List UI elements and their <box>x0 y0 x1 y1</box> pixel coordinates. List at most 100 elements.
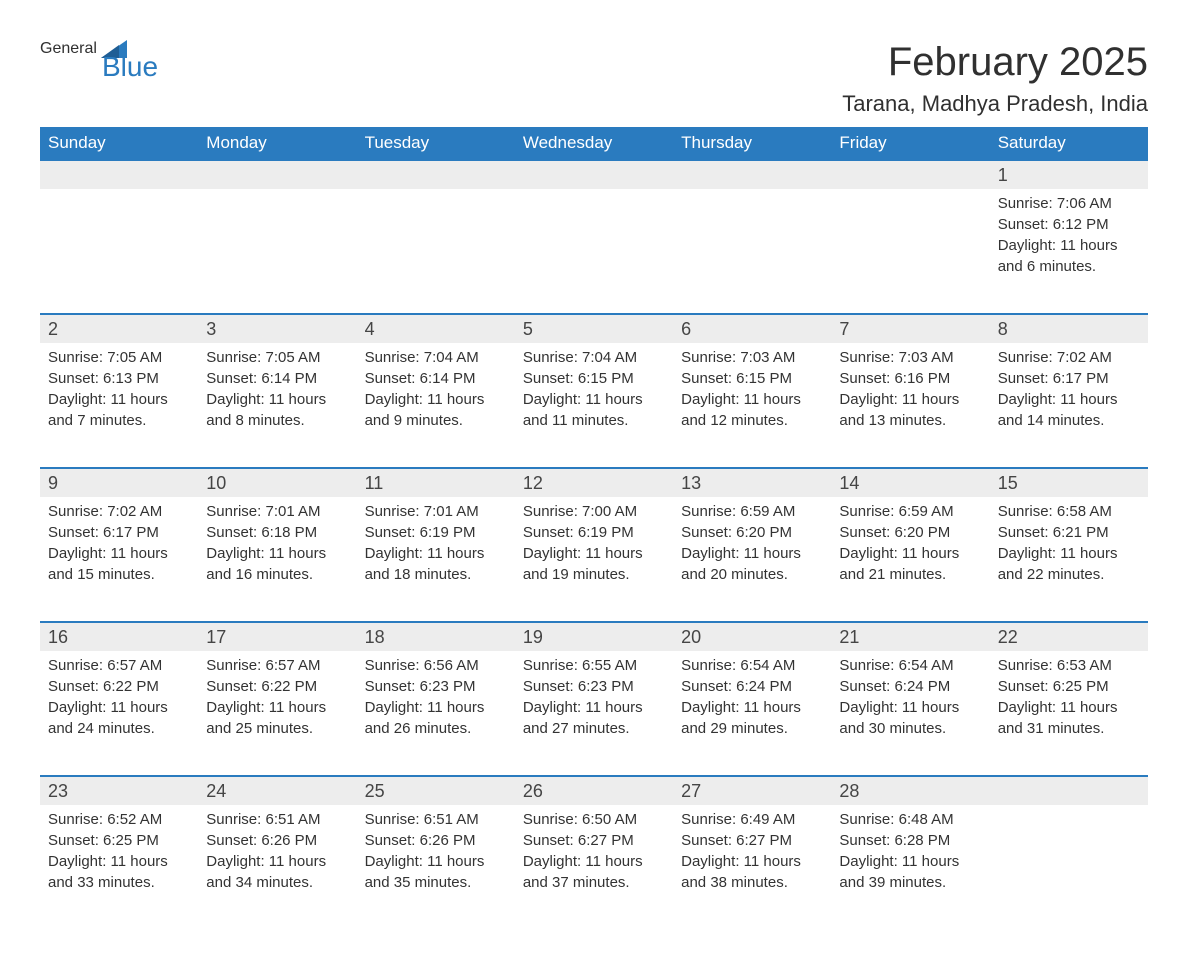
day-number-cell: 26 <box>515 776 673 805</box>
sunset-line: Sunset: 6:13 PM <box>48 368 190 389</box>
sunset-line: Sunset: 6:16 PM <box>839 368 981 389</box>
daylight-line: Daylight: 11 hours and 7 minutes. <box>48 389 190 431</box>
sunset-line: Sunset: 6:18 PM <box>206 522 348 543</box>
daylight-line: Daylight: 11 hours and 14 minutes. <box>998 389 1140 431</box>
logo-word-general: General <box>40 41 97 56</box>
day-number-cell: 6 <box>673 314 831 343</box>
sunrise-line: Sunrise: 6:55 AM <box>523 655 665 676</box>
sunset-line: Sunset: 6:27 PM <box>681 830 823 851</box>
sunset-line: Sunset: 6:22 PM <box>48 676 190 697</box>
day-number-cell: 1 <box>990 160 1148 189</box>
day-number-cell: 15 <box>990 468 1148 497</box>
sunrise-line: Sunrise: 6:57 AM <box>206 655 348 676</box>
sunrise-line: Sunrise: 6:58 AM <box>998 501 1140 522</box>
day-header: Sunday <box>40 127 198 160</box>
sunset-line: Sunset: 6:22 PM <box>206 676 348 697</box>
sunset-line: Sunset: 6:25 PM <box>998 676 1140 697</box>
sunset-line: Sunset: 6:20 PM <box>681 522 823 543</box>
sunrise-line: Sunrise: 7:05 AM <box>48 347 190 368</box>
sunrise-line: Sunrise: 6:49 AM <box>681 809 823 830</box>
day-detail-cell: Sunrise: 6:50 AMSunset: 6:27 PMDaylight:… <box>515 805 673 929</box>
daylight-line: Daylight: 11 hours and 27 minutes. <box>523 697 665 739</box>
sunset-line: Sunset: 6:14 PM <box>206 368 348 389</box>
sunrise-line: Sunrise: 6:48 AM <box>839 809 981 830</box>
page-header: General Blue February 2025 Tarana, Madhy… <box>40 40 1148 117</box>
day-number-cell: 2 <box>40 314 198 343</box>
day-detail-cell: Sunrise: 6:49 AMSunset: 6:27 PMDaylight:… <box>673 805 831 929</box>
day-number-cell <box>198 160 356 189</box>
daylight-line: Daylight: 11 hours and 26 minutes. <box>365 697 507 739</box>
day-number-cell: 28 <box>831 776 989 805</box>
day-number-cell: 7 <box>831 314 989 343</box>
day-detail-cell <box>673 189 831 314</box>
sunrise-line: Sunrise: 6:51 AM <box>206 809 348 830</box>
day-number-cell <box>515 160 673 189</box>
sunrise-line: Sunrise: 7:01 AM <box>365 501 507 522</box>
sunset-line: Sunset: 6:19 PM <box>523 522 665 543</box>
day-number-cell: 17 <box>198 622 356 651</box>
daylight-line: Daylight: 11 hours and 29 minutes. <box>681 697 823 739</box>
day-number-cell <box>990 776 1148 805</box>
day-detail-cell: Sunrise: 6:58 AMSunset: 6:21 PMDaylight:… <box>990 497 1148 622</box>
sunrise-line: Sunrise: 7:04 AM <box>365 347 507 368</box>
day-detail-cell: Sunrise: 6:51 AMSunset: 6:26 PMDaylight:… <box>198 805 356 929</box>
week-detail-row: Sunrise: 6:52 AMSunset: 6:25 PMDaylight:… <box>40 805 1148 929</box>
daylight-line: Daylight: 11 hours and 8 minutes. <box>206 389 348 431</box>
day-detail-cell: Sunrise: 7:03 AMSunset: 6:15 PMDaylight:… <box>673 343 831 468</box>
day-number-cell: 10 <box>198 468 356 497</box>
day-number-cell: 13 <box>673 468 831 497</box>
day-detail-cell: Sunrise: 6:55 AMSunset: 6:23 PMDaylight:… <box>515 651 673 776</box>
day-number-cell: 8 <box>990 314 1148 343</box>
daylight-line: Daylight: 11 hours and 34 minutes. <box>206 851 348 893</box>
day-detail-cell: Sunrise: 7:04 AMSunset: 6:14 PMDaylight:… <box>357 343 515 468</box>
logo-word-blue: Blue <box>102 54 158 81</box>
week-number-row: 9101112131415 <box>40 468 1148 497</box>
day-detail-cell: Sunrise: 6:52 AMSunset: 6:25 PMDaylight:… <box>40 805 198 929</box>
day-detail-cell: Sunrise: 7:02 AMSunset: 6:17 PMDaylight:… <box>40 497 198 622</box>
sunset-line: Sunset: 6:28 PM <box>839 830 981 851</box>
sunrise-line: Sunrise: 7:02 AM <box>998 347 1140 368</box>
day-header: Wednesday <box>515 127 673 160</box>
daylight-line: Daylight: 11 hours and 22 minutes. <box>998 543 1140 585</box>
sunrise-line: Sunrise: 6:53 AM <box>998 655 1140 676</box>
daylight-line: Daylight: 11 hours and 13 minutes. <box>839 389 981 431</box>
day-detail-cell: Sunrise: 7:01 AMSunset: 6:19 PMDaylight:… <box>357 497 515 622</box>
day-number-cell: 3 <box>198 314 356 343</box>
sunrise-line: Sunrise: 7:03 AM <box>839 347 981 368</box>
daylight-line: Daylight: 11 hours and 37 minutes. <box>523 851 665 893</box>
day-detail-cell: Sunrise: 7:01 AMSunset: 6:18 PMDaylight:… <box>198 497 356 622</box>
daylight-line: Daylight: 11 hours and 39 minutes. <box>839 851 981 893</box>
daylight-line: Daylight: 11 hours and 12 minutes. <box>681 389 823 431</box>
day-number-cell: 5 <box>515 314 673 343</box>
daylight-line: Daylight: 11 hours and 33 minutes. <box>48 851 190 893</box>
sunset-line: Sunset: 6:24 PM <box>839 676 981 697</box>
day-detail-cell: Sunrise: 6:57 AMSunset: 6:22 PMDaylight:… <box>198 651 356 776</box>
sunrise-line: Sunrise: 6:54 AM <box>681 655 823 676</box>
daylight-line: Daylight: 11 hours and 6 minutes. <box>998 235 1140 277</box>
day-detail-cell: Sunrise: 6:57 AMSunset: 6:22 PMDaylight:… <box>40 651 198 776</box>
month-title: February 2025 <box>842 40 1148 85</box>
sunset-line: Sunset: 6:21 PM <box>998 522 1140 543</box>
daylight-line: Daylight: 11 hours and 24 minutes. <box>48 697 190 739</box>
day-detail-cell <box>198 189 356 314</box>
sunrise-line: Sunrise: 6:57 AM <box>48 655 190 676</box>
day-detail-cell <box>40 189 198 314</box>
day-number-cell: 4 <box>357 314 515 343</box>
day-detail-cell: Sunrise: 6:54 AMSunset: 6:24 PMDaylight:… <box>673 651 831 776</box>
sunset-line: Sunset: 6:15 PM <box>681 368 823 389</box>
day-header: Saturday <box>990 127 1148 160</box>
day-number-cell: 16 <box>40 622 198 651</box>
day-number-cell: 23 <box>40 776 198 805</box>
daylight-line: Daylight: 11 hours and 21 minutes. <box>839 543 981 585</box>
day-number-cell <box>831 160 989 189</box>
daylight-line: Daylight: 11 hours and 9 minutes. <box>365 389 507 431</box>
week-detail-row: Sunrise: 7:06 AMSunset: 6:12 PMDaylight:… <box>40 189 1148 314</box>
sunrise-line: Sunrise: 6:56 AM <box>365 655 507 676</box>
day-number-cell: 12 <box>515 468 673 497</box>
sunset-line: Sunset: 6:17 PM <box>998 368 1140 389</box>
sunrise-line: Sunrise: 6:54 AM <box>839 655 981 676</box>
sunset-line: Sunset: 6:26 PM <box>206 830 348 851</box>
day-number-cell: 27 <box>673 776 831 805</box>
sunset-line: Sunset: 6:25 PM <box>48 830 190 851</box>
sunrise-line: Sunrise: 6:59 AM <box>681 501 823 522</box>
